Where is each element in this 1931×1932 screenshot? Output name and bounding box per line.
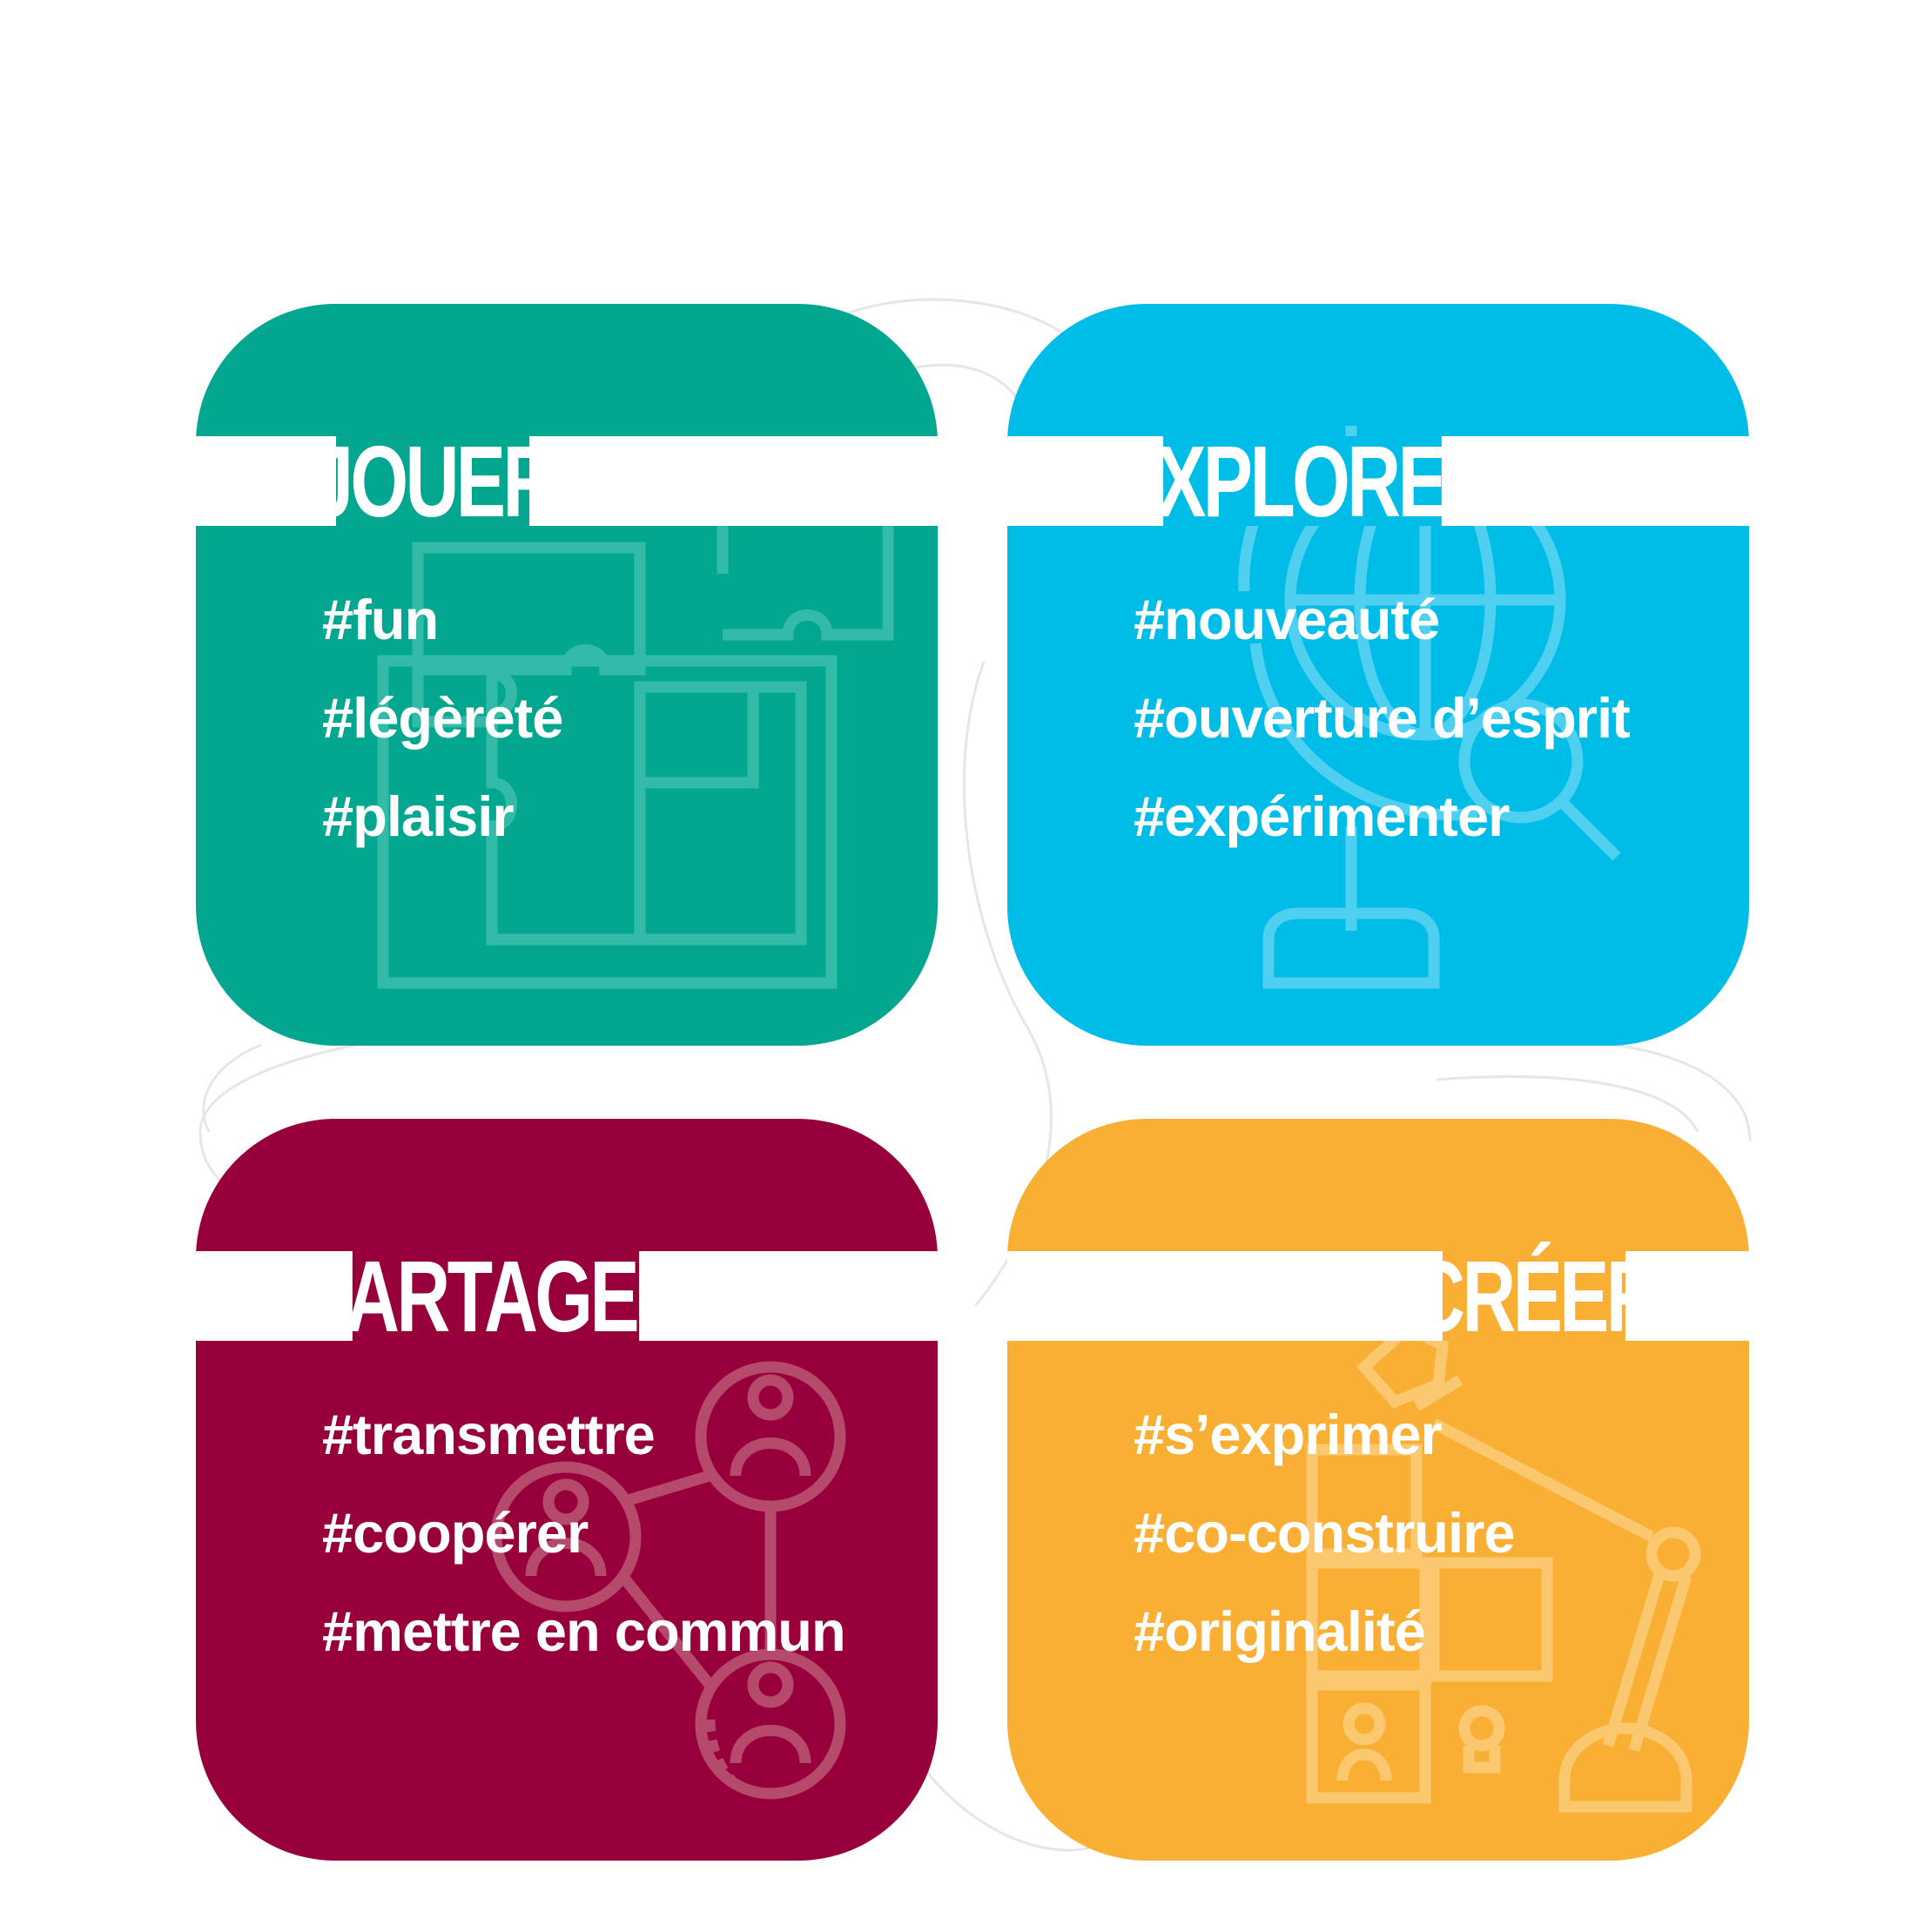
card-jouer: JOUER #fun #légèreté #plaisir [196,304,938,1046]
tag: #légèreté [322,686,563,750]
title-band [196,436,938,526]
tag: #coopérer [322,1501,589,1565]
tag-list: #s’exprimer #co-construire #originalité [1134,1385,1516,1680]
tag: #expérimenter [1134,784,1510,848]
tag: #nouveauté [1134,588,1440,651]
tag: #plaisir [322,784,515,848]
card-title: PARTAGER [304,1239,690,1353]
robot-arm-blocks-icon [1306,1321,1701,1813]
people-network-icon [490,1361,846,1800]
tag: #mettre en commun [322,1599,846,1663]
card-title: CRÉER [1411,1239,1660,1353]
tag: #co-construire [1134,1501,1516,1565]
card-partager: PARTAGER #transmettre #coopérer #mettre … [196,1119,938,1861]
card-title: JOUER [312,424,556,538]
tag: #transmettre [322,1403,656,1466]
card-explorer: EXPLORER #nouveauté #ouverture d’esprit … [1007,304,1749,1046]
tag-list: #transmettre #coopérer #mettre en commun [322,1385,846,1680]
card-creer: CRÉER #s’exprimer #co-construire #origin… [1007,1119,1749,1861]
tag: #originalité [1134,1599,1426,1663]
tag-list: #nouveauté #ouverture d’esprit #expérime… [1134,570,1631,865]
puzzle-icon [377,481,894,989]
tag-list: #fun #légèreté #plaisir [322,570,563,865]
tag: #ouverture d’esprit [1134,686,1631,750]
card-title: EXPLORER [1109,424,1498,538]
tag: #fun [322,588,439,651]
tag: #s’exprimer [1134,1403,1443,1466]
